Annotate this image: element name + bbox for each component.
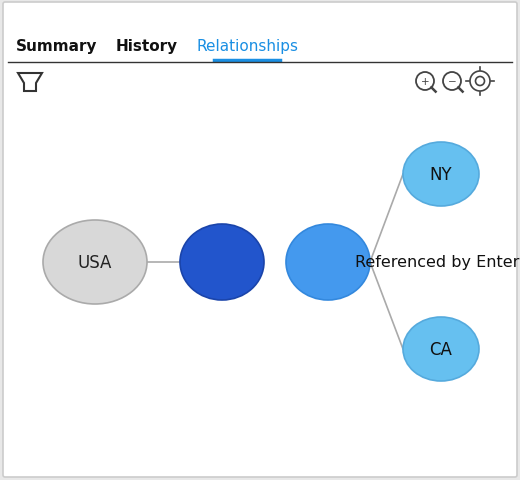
Text: USA: USA (78, 253, 112, 271)
Text: +: + (421, 77, 430, 87)
Ellipse shape (286, 225, 370, 300)
Text: History: History (116, 39, 178, 54)
Text: −: − (448, 77, 457, 87)
Ellipse shape (43, 220, 147, 304)
FancyBboxPatch shape (3, 3, 517, 477)
Ellipse shape (403, 317, 479, 381)
Text: CA: CA (430, 340, 452, 358)
Text: Relationships: Relationships (196, 39, 298, 54)
Text: Summary: Summary (16, 39, 98, 54)
Text: NY: NY (430, 166, 452, 184)
Ellipse shape (403, 143, 479, 206)
Ellipse shape (180, 225, 264, 300)
Text: Referenced by Enterprise States: Referenced by Enterprise States (355, 255, 520, 270)
